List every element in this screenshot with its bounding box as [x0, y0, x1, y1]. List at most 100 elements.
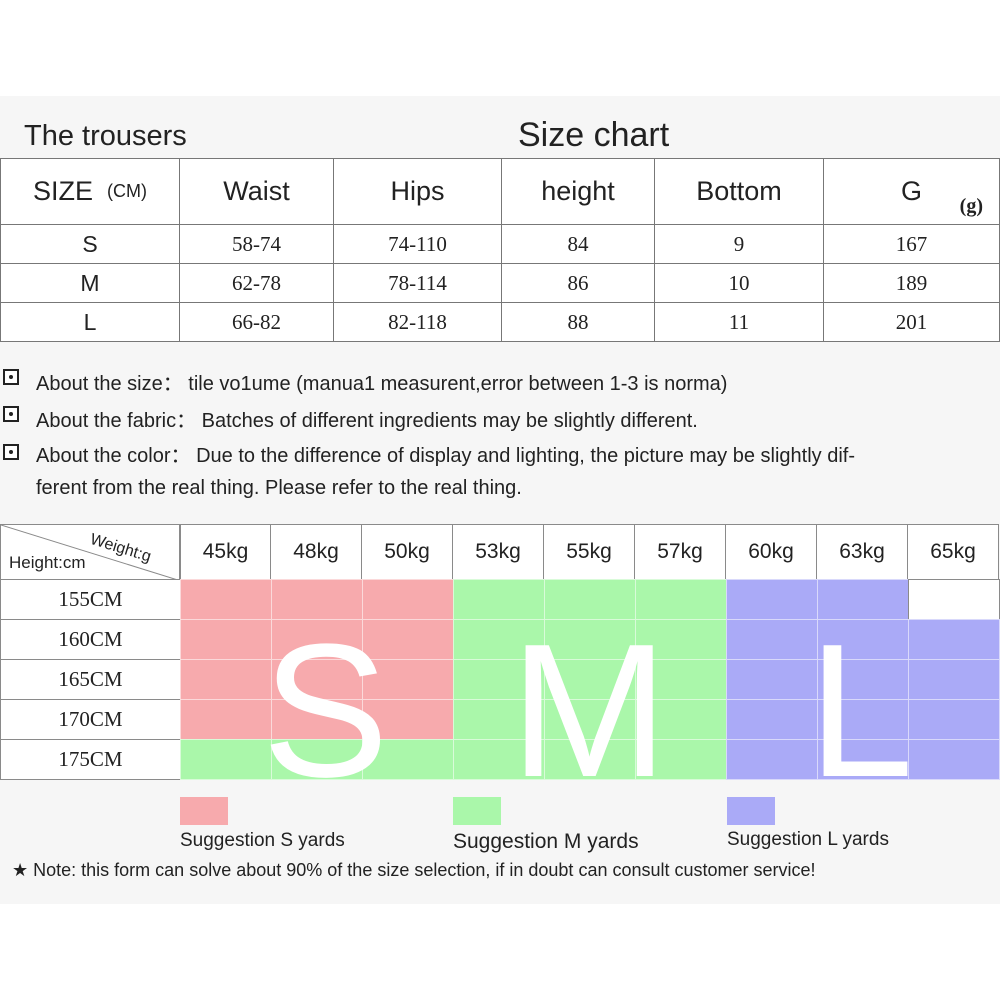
- size-table-cell-bottom: 10: [654, 263, 824, 303]
- grid-cell-s: [180, 619, 272, 660]
- grid-cell-m: [453, 619, 545, 660]
- grid-cell-m: [544, 659, 636, 700]
- size-table-cell-height: 86: [501, 263, 655, 303]
- size-table-cell-g: 167: [823, 224, 1000, 264]
- size-table-cell-bottom: 9: [654, 224, 824, 264]
- header-height: height: [501, 158, 655, 225]
- legend-swatch-l: [727, 797, 775, 825]
- header-size: SIZE (CM): [0, 158, 180, 225]
- grid-cell-s: [180, 579, 272, 620]
- legend-swatch-m: [453, 797, 501, 825]
- bullet-icon: [3, 444, 19, 460]
- chart-title: Size chart: [518, 116, 670, 154]
- grid-cell-empty: [908, 579, 1000, 620]
- header-g: G (g): [823, 158, 1000, 225]
- header-size-label: SIZE: [33, 176, 94, 206]
- grid-cell-m: [544, 699, 636, 740]
- weight-header: 57kg: [634, 524, 726, 580]
- grid-cell-l: [726, 699, 818, 740]
- grid-cell-l: [908, 739, 1000, 780]
- height-row-label: 160CM: [0, 619, 181, 660]
- height-row-label: 165CM: [0, 659, 181, 700]
- legend-label-l: Suggestion L yards: [727, 829, 889, 850]
- grid-cell-s: [180, 699, 272, 740]
- grid-cell-m: [635, 579, 727, 620]
- size-table-cell-height: 84: [501, 224, 655, 264]
- grid-cell-m: [180, 739, 272, 780]
- note-fabric: About the fabric： Batches of different i…: [36, 410, 698, 432]
- grid-cell-s: [180, 659, 272, 700]
- size-table-cell-size: L: [0, 302, 180, 342]
- grid-cell-m: [544, 739, 636, 780]
- size-table-cell-hips: 78-114: [333, 263, 502, 303]
- height-row-label: 175CM: [0, 739, 181, 780]
- legend-label-s: Suggestion S yards: [180, 830, 345, 851]
- grid-corner: Weight:g Height:cm: [0, 524, 180, 580]
- weight-header: 63kg: [816, 524, 908, 580]
- note-color: About the color： Due to the difference o…: [36, 445, 855, 467]
- grid-cell-m: [453, 699, 545, 740]
- header-size-unit: (CM): [107, 181, 147, 201]
- size-recommendation-grid: Weight:g Height:cm 45kg 48kg 50kg 53kg 55kg 5…: [0, 524, 1000, 806]
- weight-header: 65kg: [907, 524, 999, 580]
- size-table: SIZE (CM) Waist Hips height Bottom G (g)…: [0, 158, 1000, 342]
- grid-cell-m: [635, 739, 727, 780]
- grid-cell-s: [271, 579, 363, 620]
- corner-height-label: Height:cm: [9, 553, 86, 572]
- size-table-cell-bottom: 11: [654, 302, 824, 342]
- grid-cell-m: [635, 659, 727, 700]
- size-table-cell-g: 189: [823, 263, 1000, 303]
- note-size: About the size： tile vo1ume (manua1 meas…: [36, 373, 728, 395]
- grid-cell-m: [635, 699, 727, 740]
- grid-cell-l: [908, 699, 1000, 740]
- legend-label-m: Suggestion M yards: [453, 830, 639, 853]
- footer-note: ★ Note: this form can solve about 90% of…: [12, 860, 816, 880]
- size-table-cell-height: 88: [501, 302, 655, 342]
- legend-swatch-s: [180, 797, 228, 825]
- weight-header: 45kg: [180, 524, 271, 580]
- grid-cell-l: [726, 739, 818, 780]
- bullet-icon: [3, 406, 19, 422]
- grid-cell-l: [726, 659, 818, 700]
- size-table-cell-waist: 62-78: [179, 263, 334, 303]
- size-table-cell-waist: 66-82: [179, 302, 334, 342]
- grid-cell-l: [817, 579, 909, 620]
- grid-cell-l: [817, 619, 909, 660]
- grid-cell-m: [544, 619, 636, 660]
- grid-cell-m: [635, 619, 727, 660]
- grid-cell-s: [362, 699, 454, 740]
- note-color-continued: ferent from the real thing. Please refer…: [36, 477, 522, 499]
- header-waist: Waist: [179, 158, 334, 225]
- grid-cell-m: [453, 579, 545, 620]
- grid-cell-l: [908, 659, 1000, 700]
- grid-cell-s: [362, 619, 454, 660]
- size-table-cell-hips: 82-118: [333, 302, 502, 342]
- grid-cell-m: [362, 739, 454, 780]
- grid-cell-l: [817, 659, 909, 700]
- grid-cell-m: [453, 739, 545, 780]
- weight-header: 60kg: [725, 524, 817, 580]
- height-row-label: 170CM: [0, 699, 181, 740]
- grid-cell-l: [817, 739, 909, 780]
- corner-diagonal: [1, 525, 177, 579]
- grid-cell-s: [362, 579, 454, 620]
- grid-cell-l: [726, 619, 818, 660]
- grid-cell-s: [362, 659, 454, 700]
- header-g-label: G: [900, 176, 922, 206]
- weight-header: 50kg: [361, 524, 453, 580]
- grid-cell-s: [271, 659, 363, 700]
- grid-cell-s: [271, 699, 363, 740]
- height-row-label: 155CM: [0, 579, 181, 620]
- grid-cell-l: [726, 579, 818, 620]
- weight-header: 55kg: [543, 524, 635, 580]
- product-title: The trousers: [24, 120, 187, 152]
- grid-cell-l: [817, 699, 909, 740]
- size-table-cell-size: S: [0, 224, 180, 264]
- weight-header: 53kg: [452, 524, 544, 580]
- bullet-icon: [3, 369, 19, 385]
- grid-cell-s: [271, 619, 363, 660]
- size-table-cell-size: M: [0, 263, 180, 303]
- header-g-unit: (g): [959, 195, 983, 217]
- header-bottom: Bottom: [654, 158, 824, 225]
- grid-cell-m: [544, 579, 636, 620]
